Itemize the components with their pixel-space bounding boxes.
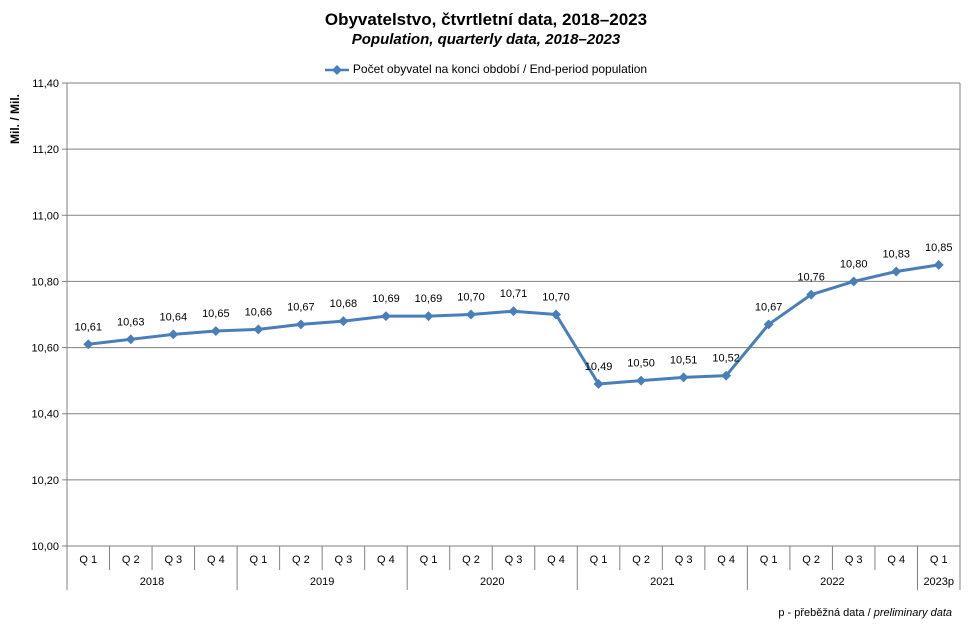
data-label: 10,69	[372, 293, 400, 305]
year-label: 2021	[650, 576, 674, 588]
data-point	[933, 259, 944, 270]
data-label: 10,85	[925, 242, 953, 254]
data-label: 10,50	[627, 358, 655, 370]
x-tick-label: Q 3	[505, 554, 523, 566]
x-tick-label: Q 1	[760, 554, 778, 566]
data-label: 10,63	[117, 316, 145, 328]
chart-subtitle: Population, quarterly data, 2018–2023	[351, 31, 621, 48]
data-label: 10,69	[415, 293, 443, 305]
data-label: 10,61	[74, 321, 102, 333]
x-tick-label: Q 3	[675, 554, 693, 566]
x-tick-label: Q 3	[335, 554, 353, 566]
chart-title: Obyvatelstvo, čtvrtletní data, 2018–2023	[324, 10, 648, 29]
data-point	[551, 309, 561, 320]
x-tick-label: Q 3	[845, 554, 863, 566]
data-label: 10,71	[500, 288, 528, 300]
y-tick-label: 10,80	[31, 276, 59, 288]
x-tick-label: Q 2	[802, 554, 820, 566]
x-tick-label: Q 1	[420, 554, 438, 566]
data-label: 10,49	[585, 361, 613, 373]
x-tick-label: Q 2	[462, 554, 480, 566]
data-point	[125, 334, 136, 345]
y-tick-label: 10,40	[31, 409, 59, 421]
data-label: 10,80	[840, 258, 868, 270]
data-label: 10,65	[202, 308, 230, 320]
data-point	[295, 319, 306, 330]
x-tick-label: Q 3	[164, 554, 182, 566]
legend-label: Počet obyvatel na konci období / End-per…	[352, 62, 648, 76]
footnote: p - přeběžná data / preliminary data	[778, 607, 952, 619]
y-tick-label: 10,00	[31, 541, 59, 553]
year-label: 2020	[480, 576, 504, 588]
x-tick-label: Q 1	[590, 554, 608, 566]
year-label: 2019	[310, 576, 334, 588]
x-tick-label: Q 1	[249, 554, 267, 566]
data-point	[806, 289, 817, 300]
legend-line-marker-icon	[324, 64, 349, 75]
data-label: 10,83	[882, 249, 910, 261]
y-tick-label: 10,60	[31, 343, 59, 355]
y-tick-label: 11,20	[32, 144, 59, 156]
data-point	[721, 370, 732, 381]
x-tick-label: Q 1	[79, 554, 97, 566]
data-label: 10,66	[245, 306, 273, 318]
data-label: 10,67	[287, 301, 315, 313]
y-tick-label: 11,40	[32, 78, 59, 90]
year-label: 2018	[140, 576, 164, 588]
data-point	[253, 324, 264, 335]
x-tick-label: Q 2	[292, 554, 310, 566]
x-tick-label: Q 2	[632, 554, 650, 566]
data-label: 10,64	[160, 311, 188, 323]
data-point	[380, 311, 391, 322]
data-label: 10,76	[797, 272, 825, 284]
data-point	[168, 329, 179, 340]
data-label: 10,70	[542, 292, 570, 304]
data-point	[210, 326, 221, 336]
data-point	[508, 306, 519, 317]
data-label: 10,70	[457, 292, 485, 304]
data-point	[593, 379, 604, 389]
x-tick-label: Q 4	[717, 554, 735, 566]
data-point	[423, 311, 434, 322]
legend: Počet obyvatel na konci období / End-per…	[0, 62, 972, 76]
year-label: 2023p	[923, 576, 954, 588]
data-label: 10,51	[670, 354, 698, 366]
x-tick-label: Q 1	[930, 554, 948, 566]
y-tick-label: 10,20	[31, 475, 59, 487]
x-tick-label: Q 4	[887, 554, 905, 566]
x-tick-label: Q 4	[547, 554, 565, 566]
data-point	[338, 316, 349, 327]
x-tick-label: Q 4	[207, 554, 225, 566]
year-label: 2022	[820, 576, 844, 588]
data-point	[763, 319, 774, 330]
data-point	[636, 375, 647, 386]
data-label: 10,68	[330, 298, 358, 310]
data-point	[848, 276, 859, 287]
data-label: 10,67	[755, 301, 783, 313]
data-label: 10,52	[712, 353, 740, 365]
data-point	[466, 309, 476, 320]
data-point	[678, 372, 689, 383]
x-tick-label: Q 2	[122, 554, 140, 566]
data-point	[891, 266, 902, 277]
y-tick-label: 11,00	[32, 210, 59, 222]
x-tick-label: Q 4	[377, 554, 395, 566]
